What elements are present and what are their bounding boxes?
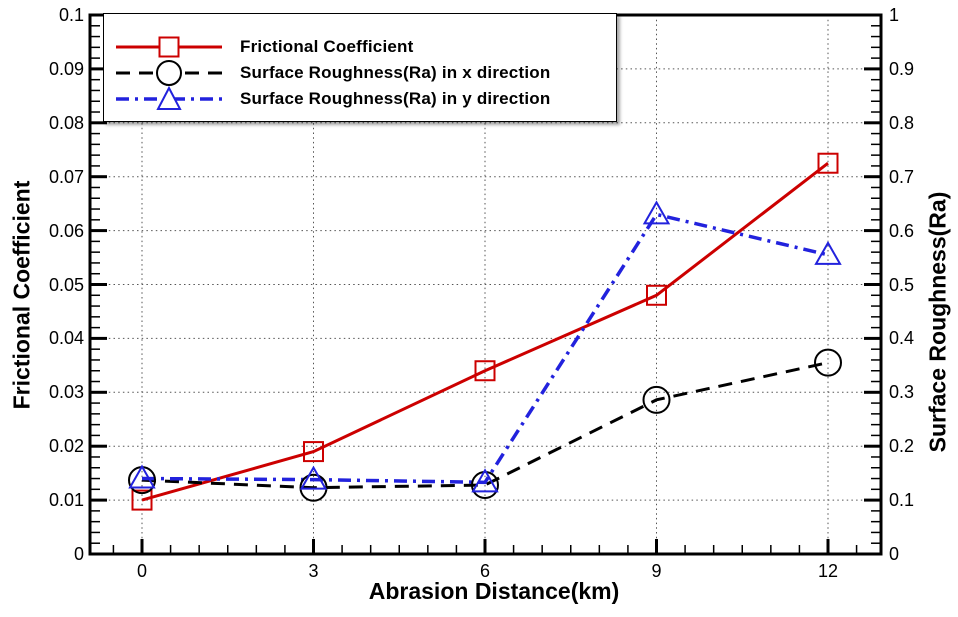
square-marker (474, 360, 496, 382)
y-right-tick-label: 0.9 (889, 58, 915, 79)
triangle-marker (299, 465, 328, 490)
legend-sample-triangle-icon (116, 86, 222, 110)
series-line-0 (141, 162, 829, 502)
y-left-tick-label: 0.07 (48, 166, 84, 187)
square-marker (646, 284, 667, 306)
legend: Frictional Coefficient Surface Roughness… (103, 13, 617, 122)
y-right-tick-label: 0.8 (889, 112, 915, 133)
triangle-marker (814, 240, 842, 265)
y-right-tick-label: 0.7 (889, 166, 915, 187)
y-right-tick-label: 0.2 (889, 436, 915, 457)
y-right-tick-label: 0.4 (889, 328, 915, 349)
legend-triangle-marker-icon (156, 86, 182, 110)
legend-sample-square-icon (116, 36, 222, 58)
y-right-tick-label: 0.5 (889, 274, 915, 295)
legend-label-roughness-x: Surface Roughness(Ra) in x direction (240, 63, 551, 82)
y-right-tick-label: 0.1 (889, 490, 915, 511)
y-left-tick-label: 0 (73, 544, 84, 564)
y-left-tick-label: 0.08 (48, 112, 84, 133)
x-tick-label: 12 (817, 561, 839, 581)
x-tick-label: 6 (479, 561, 491, 581)
y-right-tick-label: 0 (889, 544, 900, 564)
y-left-tick-label: 0.05 (48, 274, 84, 295)
x-tick-label: 3 (308, 561, 319, 581)
y-right-tick-label: 0.3 (889, 382, 915, 403)
legend-item-frictional-coefficient: Frictional Coefficient (104, 34, 616, 60)
y-left-tick-label: 0.09 (48, 58, 84, 79)
y-left-tick-label: 0.06 (48, 220, 84, 241)
y-right-tick-label: 1 (889, 5, 900, 25)
legend-label-frictional-coefficient: Frictional Coefficient (240, 37, 414, 56)
legend-sample-circle-icon (116, 60, 222, 86)
circle-marker (814, 348, 842, 377)
series-line-2 (141, 212, 829, 485)
legend-label-roughness-y: Surface Roughness(Ra) in y direction (240, 89, 551, 108)
circle-marker (299, 473, 328, 502)
triangle-marker (128, 464, 156, 489)
y-right-tick-label: 0.6 (889, 220, 915, 241)
y-left-tick-label: 0.01 (48, 490, 84, 511)
y-left-tick-label: 0.02 (48, 436, 84, 457)
y-left-tick-label: 0.03 (48, 382, 84, 403)
left-y-axis-title: Frictional Coefficient (8, 180, 35, 410)
legend-item-roughness-x: Surface Roughness(Ra) in x direction (104, 60, 616, 86)
legend-item-roughness-y: Surface Roughness(Ra) in y direction (104, 86, 616, 112)
square-marker (131, 489, 153, 511)
legend-circle-marker-icon (156, 60, 182, 86)
x-tick-label: 9 (651, 561, 662, 581)
triangle-marker (642, 200, 671, 225)
legend-square-marker-icon (158, 36, 180, 58)
triangle-marker (471, 468, 499, 493)
square-marker (817, 152, 839, 174)
circle-marker (642, 385, 671, 414)
y-left-tick-label: 0.04 (48, 328, 84, 349)
x-tick-label: 0 (136, 561, 148, 581)
y-left-tick-label: 0.1 (58, 5, 84, 25)
square-marker (303, 441, 324, 463)
right-y-axis-title: Surface Roughness(Ra) (924, 191, 951, 453)
x-axis-title: Abrasion Distance(km) (368, 578, 620, 604)
